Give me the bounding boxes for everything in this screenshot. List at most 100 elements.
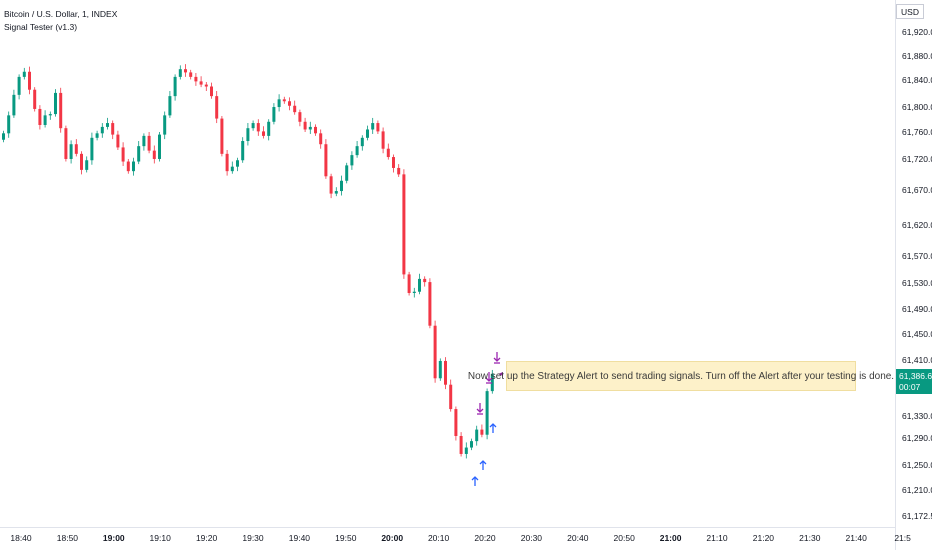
indicator-name[interactable]: Signal Tester (v1.3) (4, 22, 78, 32)
y-tick-label: 61,760.00 (902, 127, 932, 137)
candle-body (293, 105, 297, 113)
candle-body (2, 133, 5, 140)
candle-body (95, 133, 99, 138)
candle-body (152, 150, 156, 159)
candle-body (438, 360, 442, 379)
y-tick-label: 61,250.00 (902, 460, 932, 470)
candle-body (355, 146, 359, 156)
candle-body (22, 71, 26, 77)
candle-body (90, 137, 94, 161)
candle-body (303, 121, 307, 130)
candle-body (116, 134, 120, 148)
candle-body (277, 99, 281, 108)
candle-body (106, 123, 109, 127)
candle-body (412, 291, 416, 293)
candle-body (184, 69, 187, 73)
exit-arrow-icon (485, 372, 493, 384)
candle-body (314, 126, 317, 134)
chart-legend: Bitcoin / U.S. Dollar, 1, INDEX Signal T… (4, 8, 117, 34)
candle-body (17, 76, 21, 95)
candle-body (397, 167, 401, 175)
x-tick-label: 19:20 (196, 533, 218, 543)
candle-body (142, 135, 146, 147)
x-tick-label: 20:50 (614, 533, 636, 543)
x-tick-label: 21:5 (894, 533, 911, 543)
candle-body (371, 123, 375, 130)
exit-arrow-icon (476, 403, 484, 415)
candle-body (215, 96, 219, 119)
candle-body (126, 161, 130, 172)
candle-body (241, 141, 245, 161)
candle-body (449, 384, 453, 410)
x-tick-label: 21:20 (753, 533, 775, 543)
candle-body (48, 114, 52, 116)
candle-body (433, 325, 437, 379)
candle-body (298, 112, 302, 122)
x-tick-label: 19:00 (103, 533, 125, 543)
candle-body (386, 148, 390, 158)
x-tick-label: 20:40 (567, 533, 589, 543)
long-entry-arrow-icon (479, 460, 487, 470)
x-tick-label: 21:30 (799, 533, 821, 543)
x-tick-label: 21:10 (706, 533, 728, 543)
y-tick-label: 61,670.00 (902, 185, 932, 195)
candle-body (132, 161, 135, 172)
candle-body (137, 146, 141, 162)
y-tick-label: 61,210.00 (902, 485, 932, 495)
candle-body (402, 174, 406, 275)
x-tick-label: 19:50 (335, 533, 357, 543)
candle-body (345, 165, 349, 181)
last-price-tag: 61,386.69 00:07 (896, 369, 932, 394)
candle-body (350, 155, 354, 166)
candle-body (444, 360, 447, 385)
candle-body (246, 128, 250, 142)
candle-body (366, 129, 369, 138)
y-tick-label: 61,920.00 (902, 27, 932, 37)
candle-body (272, 107, 276, 122)
candle-body (251, 123, 255, 129)
y-tick-label: 61,290.00 (902, 433, 932, 443)
x-tick-label: 19:30 (242, 533, 264, 543)
candle-body (267, 121, 271, 136)
x-tick-label: 20:10 (428, 533, 450, 543)
candle-body (329, 176, 333, 194)
y-tick-label: 61,490.00 (902, 304, 932, 314)
candle-body (28, 71, 31, 90)
candle-body (147, 135, 151, 151)
x-tick-label: 21:00 (660, 533, 682, 543)
candle-body (80, 153, 83, 170)
candle-body (43, 115, 47, 125)
last-price-value: 61,386.69 (899, 371, 932, 381)
y-tick-label: 61,620.00 (902, 220, 932, 230)
x-tick-label: 18:40 (10, 533, 32, 543)
candle-body (490, 373, 494, 392)
candle-body (236, 160, 239, 167)
candle-body (319, 133, 323, 145)
candle-body (121, 147, 125, 162)
candle-body (428, 282, 432, 326)
y-tick-label: 61,530.00 (902, 278, 932, 288)
candle-body (59, 92, 63, 129)
y-tick-label: 61,450.00 (902, 329, 932, 339)
candle-body (12, 94, 16, 116)
candle-body (418, 278, 421, 292)
candle-body (282, 99, 286, 102)
candle-body (225, 153, 229, 172)
y-tick-label: 61,720.00 (902, 154, 932, 164)
candle-body (54, 92, 57, 115)
candle-body (262, 131, 265, 136)
currency-selector[interactable]: USD (896, 4, 924, 19)
candle-body (480, 429, 484, 435)
bar-countdown: 00:07 (899, 382, 921, 392)
y-tick-label: 61,880.00 (902, 51, 932, 61)
candle-body (168, 96, 172, 116)
candle-body (464, 447, 468, 454)
candle-body (334, 191, 338, 194)
y-tick-label: 61,172.50 (902, 511, 932, 521)
symbol-title[interactable]: Bitcoin / U.S. Dollar, 1, INDEX (4, 9, 118, 19)
candle-body (220, 118, 224, 154)
strategy-alert-text: Now set up the Strategy Alert to send tr… (467, 370, 895, 382)
candle-body (100, 126, 104, 134)
